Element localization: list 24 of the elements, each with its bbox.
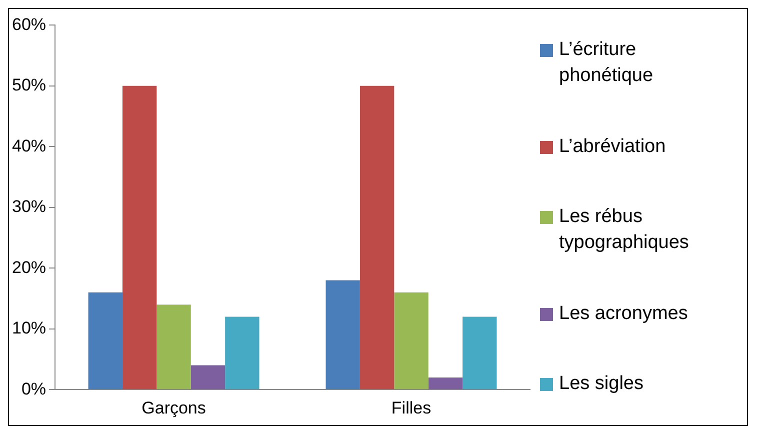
bar <box>326 280 360 390</box>
bar <box>394 292 428 390</box>
legend-label: L’abréviation <box>559 134 667 158</box>
x-tick-label: Garçons <box>142 398 206 418</box>
bar <box>428 377 463 390</box>
y-tick-label: 0% <box>21 379 46 398</box>
bar <box>122 86 157 390</box>
bar <box>88 292 122 390</box>
legend-label: Les acronymes <box>559 302 689 326</box>
y-tick-label: 10% <box>12 318 46 338</box>
legend-label: Les rébus typographiques <box>559 205 690 255</box>
y-tick-label: 50% <box>12 76 46 95</box>
legend-label: Les sigles <box>559 372 644 396</box>
bar <box>190 365 226 390</box>
bar <box>156 304 191 390</box>
x-tick-label: Filles <box>391 398 432 418</box>
y-tick-label: 60% <box>12 14 46 34</box>
y-tick-label: 40% <box>12 136 46 156</box>
bar <box>225 316 260 390</box>
legend-label: L’écriture phonétique <box>559 38 654 88</box>
bar <box>360 86 394 390</box>
bar <box>462 316 497 390</box>
y-tick-label: 20% <box>12 258 46 277</box>
y-tick-label: 30% <box>12 197 46 216</box>
